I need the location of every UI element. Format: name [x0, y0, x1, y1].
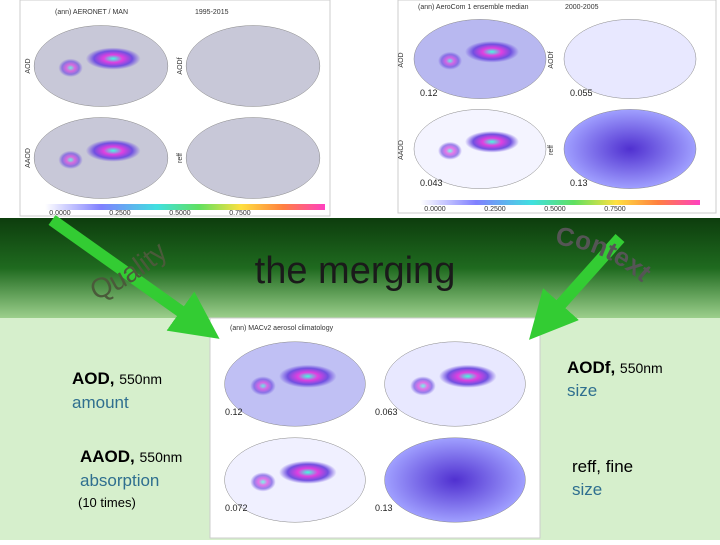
map-label: AODf	[177, 57, 184, 74]
hotspot	[410, 376, 436, 396]
hotspot	[465, 41, 519, 63]
label-name: reff, fine	[572, 457, 633, 476]
hotspot	[438, 51, 462, 70]
hotspot	[465, 131, 519, 153]
hotspot	[58, 58, 83, 78]
macv2-panel: (ann) MACv2 aerosol climatology 0.12 0.06…	[209, 317, 541, 539]
colorbar-label: 0.5000	[544, 206, 566, 213]
label-name: AODf,	[567, 358, 615, 377]
map-value: 0.043	[420, 178, 443, 188]
hotspot	[279, 364, 337, 388]
label-name: AOD,	[72, 369, 115, 388]
label-note: (10 times)	[78, 495, 136, 510]
label-wavelength: 550nm	[119, 371, 162, 387]
colorbar-label: 0.0000	[424, 206, 446, 213]
map-value: 0.063	[375, 407, 398, 417]
hotspot	[58, 150, 83, 170]
right-labels: AODf, 550nm size reff, fine size	[567, 358, 663, 499]
hotspot	[279, 460, 337, 484]
label-wavelength: 550nm	[140, 449, 183, 465]
map-label: AAOD	[25, 148, 32, 168]
map-value: 0.055	[570, 88, 593, 98]
colorbar-label: 0.7500	[229, 210, 251, 217]
label-meaning: size	[567, 381, 597, 400]
center-label: the merging	[255, 250, 456, 292]
globe	[563, 109, 697, 189]
map-value: 0.13	[570, 178, 588, 188]
map-label: reff	[548, 145, 555, 155]
hotspot	[438, 141, 462, 160]
aeronet-panel: (ann) AERONET / MAN 1995-2015 AOD AODf AAO…	[19, 0, 331, 217]
label-line: AODf, 550nm	[567, 358, 663, 377]
colorbar-label: 0.5000	[169, 210, 191, 217]
hotspot	[85, 139, 141, 162]
arrow	[529, 234, 625, 340]
label-meaning: absorption	[80, 471, 159, 490]
panel-title: (ann) AeroCom 1 ensemble median	[418, 4, 529, 11]
label-meaning: size	[572, 480, 602, 499]
map-label: AOD	[398, 52, 405, 67]
colorbar-label: 0.2500	[109, 210, 131, 217]
colorbar-label: 0.7500	[604, 206, 626, 213]
arrow	[48, 215, 220, 339]
panel-title: (ann) AERONET / MAN	[55, 9, 128, 16]
left-labels: AOD, 550nm amount AAOD, 550nm absorption…	[72, 369, 182, 510]
hotspot	[250, 472, 276, 492]
panel-period: 1995-2015	[195, 9, 229, 16]
hotspot	[439, 364, 497, 388]
map-value: 0.072	[225, 503, 248, 513]
colorbar-label: 0.2500	[484, 206, 506, 213]
hotspot	[85, 47, 141, 70]
label-line: AOD, 550nm	[72, 369, 162, 388]
map-label: reff	[177, 153, 184, 163]
globe	[185, 25, 321, 107]
map-value: 0.13	[375, 503, 393, 513]
label-line: AAOD, 550nm	[80, 447, 182, 466]
label-meaning: amount	[72, 393, 129, 412]
panel-period: 2000-2005	[565, 4, 599, 11]
hotspot	[250, 376, 276, 396]
colorbar-label: 0.0000	[49, 210, 71, 217]
globe	[563, 19, 697, 99]
label-wavelength: 550nm	[620, 360, 663, 376]
globe	[384, 437, 526, 523]
aerocom-panel: (ann) AeroCom 1 ensemble median 2000-200…	[397, 0, 717, 214]
label-name: AAOD,	[80, 447, 135, 466]
panel-title: (ann) MACv2 aerosol climatology	[230, 325, 334, 332]
map-label: AODf	[548, 51, 555, 68]
map-label: AOD	[25, 58, 32, 73]
globe	[185, 117, 321, 199]
map-label: AAOD	[398, 140, 405, 160]
map-value: 0.12	[225, 407, 243, 417]
map-value: 0.12	[420, 88, 438, 98]
